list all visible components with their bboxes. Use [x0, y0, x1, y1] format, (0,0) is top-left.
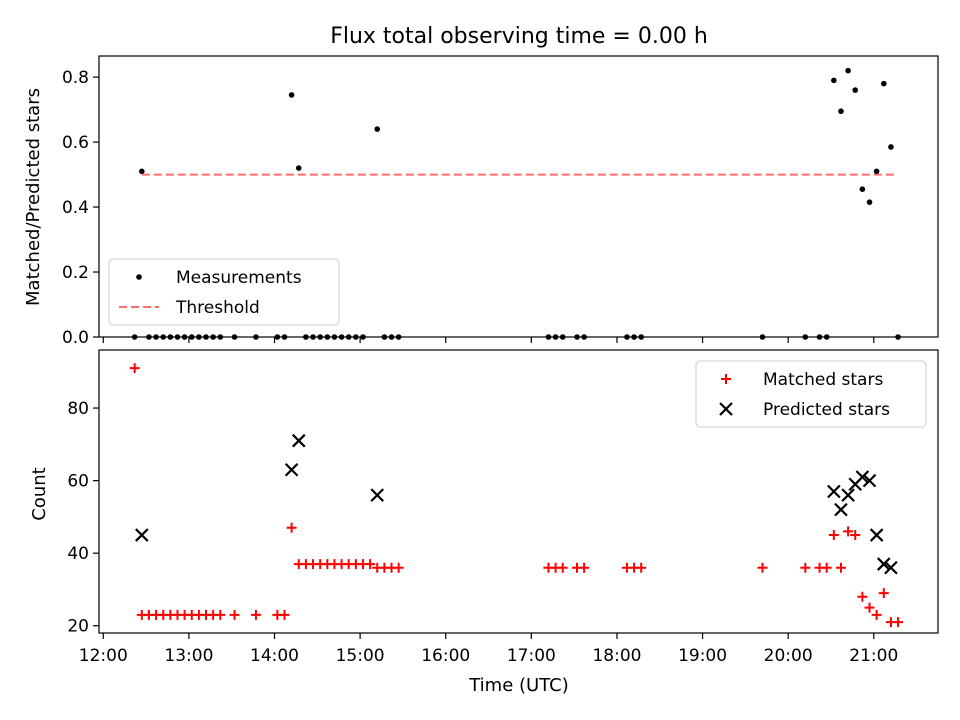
- matched-stars-point: [821, 562, 832, 573]
- measurement-point: [831, 77, 837, 84]
- predicted-stars-point: [884, 560, 898, 575]
- x-axis-label: Time (UTC): [468, 675, 569, 696]
- measurement-point: [838, 108, 844, 115]
- matched-stars-point: [757, 562, 768, 573]
- matched-stars-point: [857, 591, 868, 602]
- x-tick-label: 12:00: [79, 646, 128, 666]
- matched-stars-point: [129, 363, 140, 374]
- x-tick-label: 14:00: [250, 646, 299, 666]
- y-tick-label: 40: [67, 544, 89, 564]
- bottom-y-axis-label: Count: [29, 467, 50, 520]
- matched-stars-point: [215, 609, 226, 620]
- x-tick-label: 16:00: [421, 646, 470, 666]
- x-tick-label: 18:00: [592, 646, 641, 666]
- y-tick-label: 0.2: [62, 263, 89, 283]
- predicted-stars-point: [862, 473, 877, 488]
- matched-stars-point: [579, 562, 590, 573]
- x-tick-label: 15:00: [336, 646, 385, 666]
- matched-stars-point: [393, 562, 404, 573]
- x-tick-label: 17:00: [507, 646, 556, 666]
- measurement-point: [888, 144, 894, 150]
- predicted-stars-point: [135, 528, 149, 542]
- matched-stars-point: [843, 526, 854, 537]
- matched-stars-point: [250, 609, 261, 620]
- matched-stars-point: [850, 530, 861, 541]
- matched-stars-point: [279, 609, 290, 620]
- legend-measurements-marker: [136, 274, 142, 280]
- matched-stars-point: [229, 609, 240, 620]
- y-tick-label: 0.4: [62, 198, 89, 218]
- measurement-point: [866, 199, 873, 205]
- measurement-point: [288, 92, 295, 98]
- matched-stars-point: [636, 562, 647, 573]
- plot-frame: [98, 55, 939, 338]
- legend: Matched stars Predicted stars: [695, 360, 927, 428]
- x-tick-label: 13:00: [164, 646, 213, 666]
- y-tick-label: 0.6: [62, 133, 89, 153]
- matched-stars-point: [286, 522, 297, 533]
- matched-stars-point: [871, 609, 882, 620]
- y-tick-label: 0.0: [62, 328, 89, 348]
- predicted-stars-point: [291, 433, 306, 448]
- top-panel: 0.0 0.2 0.4 0.6 0.8 Measurements Threshold: [62, 55, 939, 348]
- measurement-point: [859, 186, 866, 192]
- measurement-point: [139, 168, 145, 175]
- matched-stars-point: [893, 617, 904, 628]
- bottom-panel: 20 40 60 80 12:00 13:00 14:00 15:00 16:00 17:00 18…: [67, 349, 939, 666]
- predicted-stars-point: [370, 488, 385, 502]
- plot-frame: [98, 349, 939, 634]
- y-tick-label: 80: [67, 399, 89, 419]
- legend-label: Matched stars: [763, 370, 883, 390]
- predicted-stars-point: [841, 488, 855, 502]
- predicted-stars-point: [877, 557, 891, 571]
- y-tick-label: 0.8: [62, 68, 89, 88]
- measurement-point: [880, 80, 887, 87]
- predicted-stars-point: [827, 484, 841, 499]
- measurement-point: [295, 165, 302, 171]
- measurement-point: [374, 126, 381, 132]
- legend-box: [695, 360, 927, 428]
- x-tick-label: 21:00: [849, 646, 898, 666]
- y-tick-label: 20: [67, 617, 89, 637]
- measurement-point: [845, 67, 851, 74]
- matched-stars-point: [557, 562, 568, 573]
- legend-label: Predicted stars: [763, 400, 890, 420]
- legend: Measurements Threshold: [108, 258, 340, 326]
- top-y-axis-label: Matched/Predicted stars: [23, 88, 44, 306]
- predicted-stars-point: [834, 502, 848, 517]
- chart-title: Flux total observing time = 0.00 h: [330, 24, 708, 49]
- matched-stars-point: [365, 559, 376, 570]
- matched-stars-point: [835, 562, 846, 573]
- predicted-stars-point: [284, 462, 299, 477]
- legend-predicted-marker: [719, 402, 733, 416]
- x-tick-label: 20:00: [764, 646, 813, 666]
- measurement-point: [852, 87, 859, 93]
- matched-stars-point: [800, 562, 811, 573]
- matched-stars-point: [864, 602, 875, 613]
- matched-stars-point: [828, 530, 839, 541]
- legend-label: Measurements: [176, 268, 302, 288]
- x-tick-label: 19:00: [678, 646, 727, 666]
- predicted-stars-point: [869, 528, 884, 542]
- legend-matched-marker: [721, 374, 731, 384]
- legend-label: Threshold: [175, 298, 260, 318]
- matched-stars-point: [878, 588, 889, 599]
- legend-box: [108, 258, 340, 326]
- predicted-stars-point: [855, 470, 870, 484]
- y-tick-label: 60: [67, 472, 89, 492]
- measurement-point: [873, 168, 880, 175]
